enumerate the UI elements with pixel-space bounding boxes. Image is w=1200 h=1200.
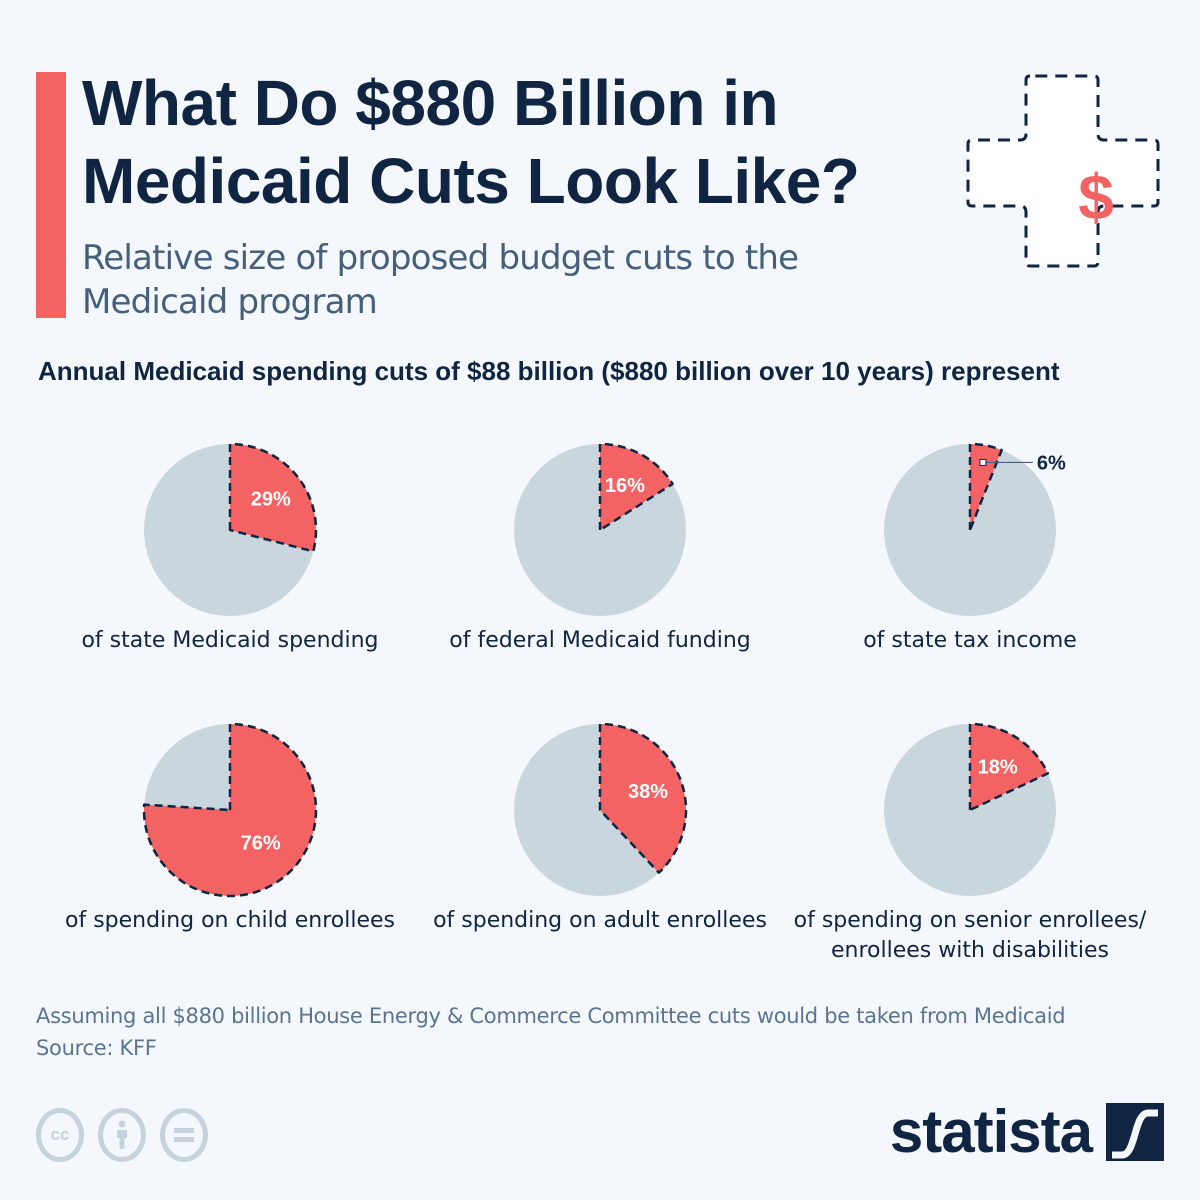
statista-logo-icon: [1106, 1103, 1164, 1161]
footnote-note: Assuming all $880 billion House Energy &…: [36, 1004, 1066, 1028]
pie-chart: 29%: [144, 442, 318, 616]
logo-text: statista: [889, 1098, 1093, 1165]
pie-cell: 16% of federal Medicaid funding: [415, 440, 785, 656]
pie-label: of state tax income: [863, 628, 1077, 653]
pie-cell: 29% of state Medicaid spending: [45, 440, 415, 656]
pie-label: of federal Medicaid funding: [449, 628, 751, 653]
pie-chart: 6%: [884, 442, 1066, 616]
pie-chart: 76%: [142, 722, 318, 898]
pie-value-label: 38%: [628, 781, 668, 803]
footnote: Assuming all $880 billion House Energy &…: [36, 1000, 1066, 1064]
license-icons: cc: [36, 1108, 208, 1162]
callout-marker: [979, 458, 987, 466]
pie-label: of spending on senior enrollees/ enrolle…: [793, 908, 1147, 963]
pie-cell: 76% of spending on child enrollees: [45, 720, 415, 936]
pie-cut-slice: [968, 442, 1003, 532]
pie-cell: 18% of spending on senior enrollees/ enr…: [785, 720, 1155, 966]
pie-value-label: 76%: [241, 833, 281, 855]
pie-value-label: 18%: [978, 756, 1018, 778]
pie-cell: 6% of state tax income: [785, 440, 1155, 656]
pie-value-label: 16%: [605, 475, 645, 497]
chart-heading: Annual Medicaid spending cuts of $88 bil…: [38, 356, 1060, 386]
pie-cut-slice: [598, 722, 688, 874]
pie-chart: 18%: [884, 722, 1056, 896]
pie-cut-slice: [228, 442, 318, 553]
svg-text:$: $: [1078, 161, 1114, 233]
pie-chart: 38%: [514, 722, 688, 896]
pie-value-label: 29%: [251, 488, 291, 510]
cc-icon[interactable]: cc: [36, 1108, 84, 1162]
pie-cut-slice: [968, 722, 1050, 812]
statista-logo[interactable]: statista: [890, 1100, 1164, 1164]
pie-label: of spending on adult enrollees: [433, 908, 767, 933]
attribution-icon[interactable]: [98, 1108, 146, 1162]
pie-value-label: 6%: [1037, 452, 1066, 474]
footnote-source: Source: KFF: [36, 1036, 157, 1060]
chart-title: What Do $880 Billion in Medicaid Cuts Lo…: [82, 67, 860, 217]
title-accent-bar: [36, 72, 66, 318]
medical-cross-dollar-icon: $: [966, 74, 1160, 268]
pie-cell: 38% of spending on adult enrollees: [415, 720, 785, 936]
chart-subtitle: Relative size of proposed budget cuts to…: [82, 238, 799, 322]
no-derivatives-icon[interactable]: [160, 1108, 208, 1162]
pie-label: of state Medicaid spending: [81, 628, 379, 653]
pie-chart: 16%: [514, 442, 686, 616]
pie-cut-slice: [598, 442, 674, 532]
pie-cut-slice: [142, 722, 318, 898]
pie-label: of spending on child enrollees: [65, 908, 395, 933]
